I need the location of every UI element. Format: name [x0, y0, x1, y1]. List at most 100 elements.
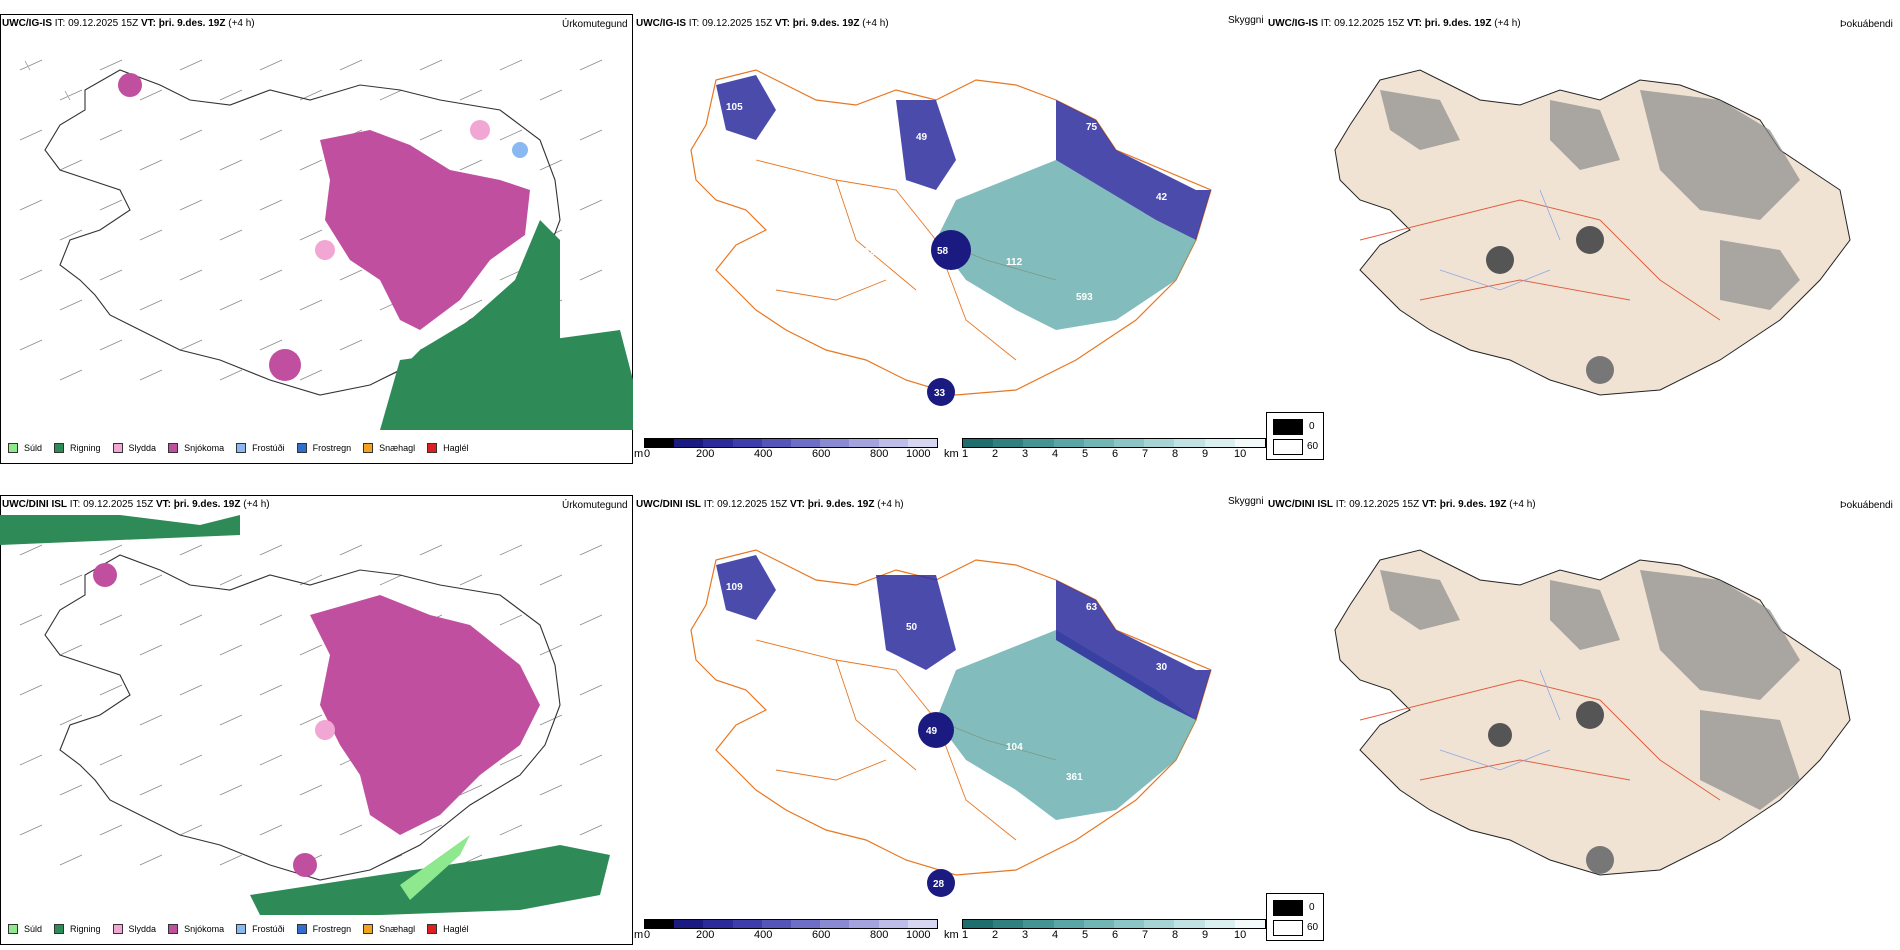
cloud-base-label: 49	[926, 726, 938, 737]
legend-item: Súld	[8, 924, 42, 934]
fog-spot	[1486, 246, 1514, 274]
legend-item: Frostregn	[296, 443, 351, 453]
low-cloud-area-east	[1056, 100, 1211, 240]
rain-area	[0, 515, 240, 545]
low-cloud-area-north	[876, 575, 956, 670]
height-colorbar	[644, 919, 938, 929]
cloud-base-label: 361	[1066, 772, 1083, 783]
cloud-base-label: 33	[934, 388, 946, 399]
legend-item: Snjókoma	[168, 443, 224, 453]
legend-item: Frostúði	[236, 443, 285, 453]
init-time: IT: 09.12.2025 15Z	[54, 18, 139, 29]
fog-spot	[1586, 846, 1614, 874]
rivers	[1439, 189, 1561, 291]
cloud-base-label: 61	[856, 732, 868, 743]
cloud-base-label: 63	[1086, 602, 1098, 613]
visibility-unit: km	[944, 448, 959, 460]
cloud-base-label: 105	[726, 102, 743, 113]
fog-panel-header: UWC/IG-IS IT: 09.12.2025 15Z VT: þri. 9.…	[1268, 18, 1521, 29]
snow-spot-nw	[118, 73, 142, 97]
roads	[1359, 199, 1721, 321]
sleet-spot-2	[315, 240, 335, 260]
legend-item: Snæhagl	[363, 924, 415, 934]
fog-panel-title: Þokuábendi	[1840, 19, 1893, 30]
roads	[755, 639, 1057, 841]
roads	[1359, 679, 1721, 801]
cloud-visibility-map: 58 33 105 49 75 42 593 112 102	[690, 69, 1212, 406]
snow-area	[320, 130, 530, 330]
legend-item: Slydda	[112, 924, 156, 934]
fog-map	[1334, 69, 1851, 396]
model-name: UWC/IG-IS	[2, 18, 52, 29]
fog-spot	[1576, 226, 1604, 254]
snow-area	[310, 595, 540, 835]
sleet-spot	[470, 120, 490, 140]
precip-panel-title: Úrkomutegund	[562, 19, 628, 30]
rain-area-south	[380, 330, 633, 430]
valid-time: þri. 9.des. 19Z	[158, 18, 226, 29]
snow-spot	[269, 349, 301, 381]
height-unit: m	[634, 929, 644, 941]
precip-map-frame	[0, 495, 633, 945]
valid-time-label: VT:	[140, 18, 156, 29]
fog-map	[1334, 549, 1851, 876]
cloud-base-label: 102	[858, 247, 875, 258]
precip-map	[0, 515, 610, 915]
legend-swatch	[296, 443, 307, 453]
cloud-base-label: 28	[933, 879, 945, 890]
drizzle-area	[400, 835, 470, 900]
cloud-panel-header: UWC/IG-IS IT: 09.12.2025 15Z VT: þri. 9.…	[636, 18, 889, 29]
cloud-panel-header: UWC/DINI ISL IT: 09.12.2025 15Z VT: þri.…	[636, 499, 904, 510]
legend-item: Súld	[8, 443, 42, 453]
cloud-spot	[931, 230, 971, 270]
height-unit: m	[634, 448, 644, 460]
fog-panel-title: Þokuábendi	[1840, 500, 1893, 511]
cloud-spot	[918, 712, 954, 748]
cloud-base-label: 104	[1006, 742, 1023, 753]
snow-spot	[293, 853, 317, 877]
precip-panel-title: Úrkomutegund	[562, 500, 628, 511]
legend-item: Rigning	[54, 924, 101, 934]
legend-swatch	[54, 443, 65, 453]
low-cloud-area-westfjords	[716, 555, 776, 620]
fog-shading	[1380, 570, 1800, 810]
iceland-outline	[690, 69, 1212, 396]
roads	[755, 159, 1057, 361]
legend-swatch	[236, 443, 247, 453]
legend-swatch	[112, 443, 123, 453]
cloud-spot	[927, 378, 955, 406]
low-cloud-area-westfjords	[716, 75, 776, 140]
fog-legend: 0 60	[1266, 893, 1324, 941]
cloud-base-label: 50	[906, 622, 918, 633]
fog-spot	[1586, 356, 1614, 384]
low-cloud-area-east	[1056, 580, 1211, 720]
cloud-base-label: 75	[1086, 122, 1098, 133]
visibility-ticks: 1 2 3 4 5 6 7 8 9 10	[962, 929, 1247, 941]
legend-item: Haglél	[427, 924, 469, 934]
fog-shading	[1380, 90, 1800, 310]
snow-spot-nw	[93, 563, 117, 587]
legend-swatch	[168, 443, 179, 453]
low-visibility-area	[936, 160, 1196, 330]
cloud-base-label: 42	[1156, 192, 1168, 203]
height-colorbar	[644, 438, 938, 448]
visibility-title: Skyggni	[1228, 15, 1264, 26]
fog-legend: 0 60	[1266, 412, 1324, 460]
legend-item: Snjókoma	[168, 924, 224, 934]
iceland-outline	[44, 69, 561, 396]
freezing-drizzle-spot	[512, 142, 528, 158]
sleet-spot	[315, 720, 335, 740]
visibility-unit: km	[944, 929, 959, 941]
precip-legend: Súld Rigning Slydda Snjókoma Frostúði Fr…	[8, 443, 481, 453]
precip-map	[19, 59, 633, 430]
precip-panel-header: UWC/IG-IS IT: 09.12.2025 15Z VT: þri. 9.…	[2, 18, 255, 30]
precip-panel-header: UWC/DINI ISL IT: 09.12.2025 15Z VT: þri.…	[2, 499, 270, 510]
cloud-base-label: 593	[1076, 292, 1093, 303]
visibility-ticks: 1 2 3 4 5 6 7 8 9 10	[962, 448, 1247, 460]
precip-map-frame	[0, 14, 633, 464]
cloud-base-label: 49	[916, 132, 928, 143]
legend-swatch	[363, 443, 374, 453]
visibility-colorbar	[962, 438, 1266, 448]
legend-item: Frostregn	[296, 924, 351, 934]
cloud-visibility-map: 49 28 109 50 63 30 361 104 61	[690, 549, 1212, 897]
